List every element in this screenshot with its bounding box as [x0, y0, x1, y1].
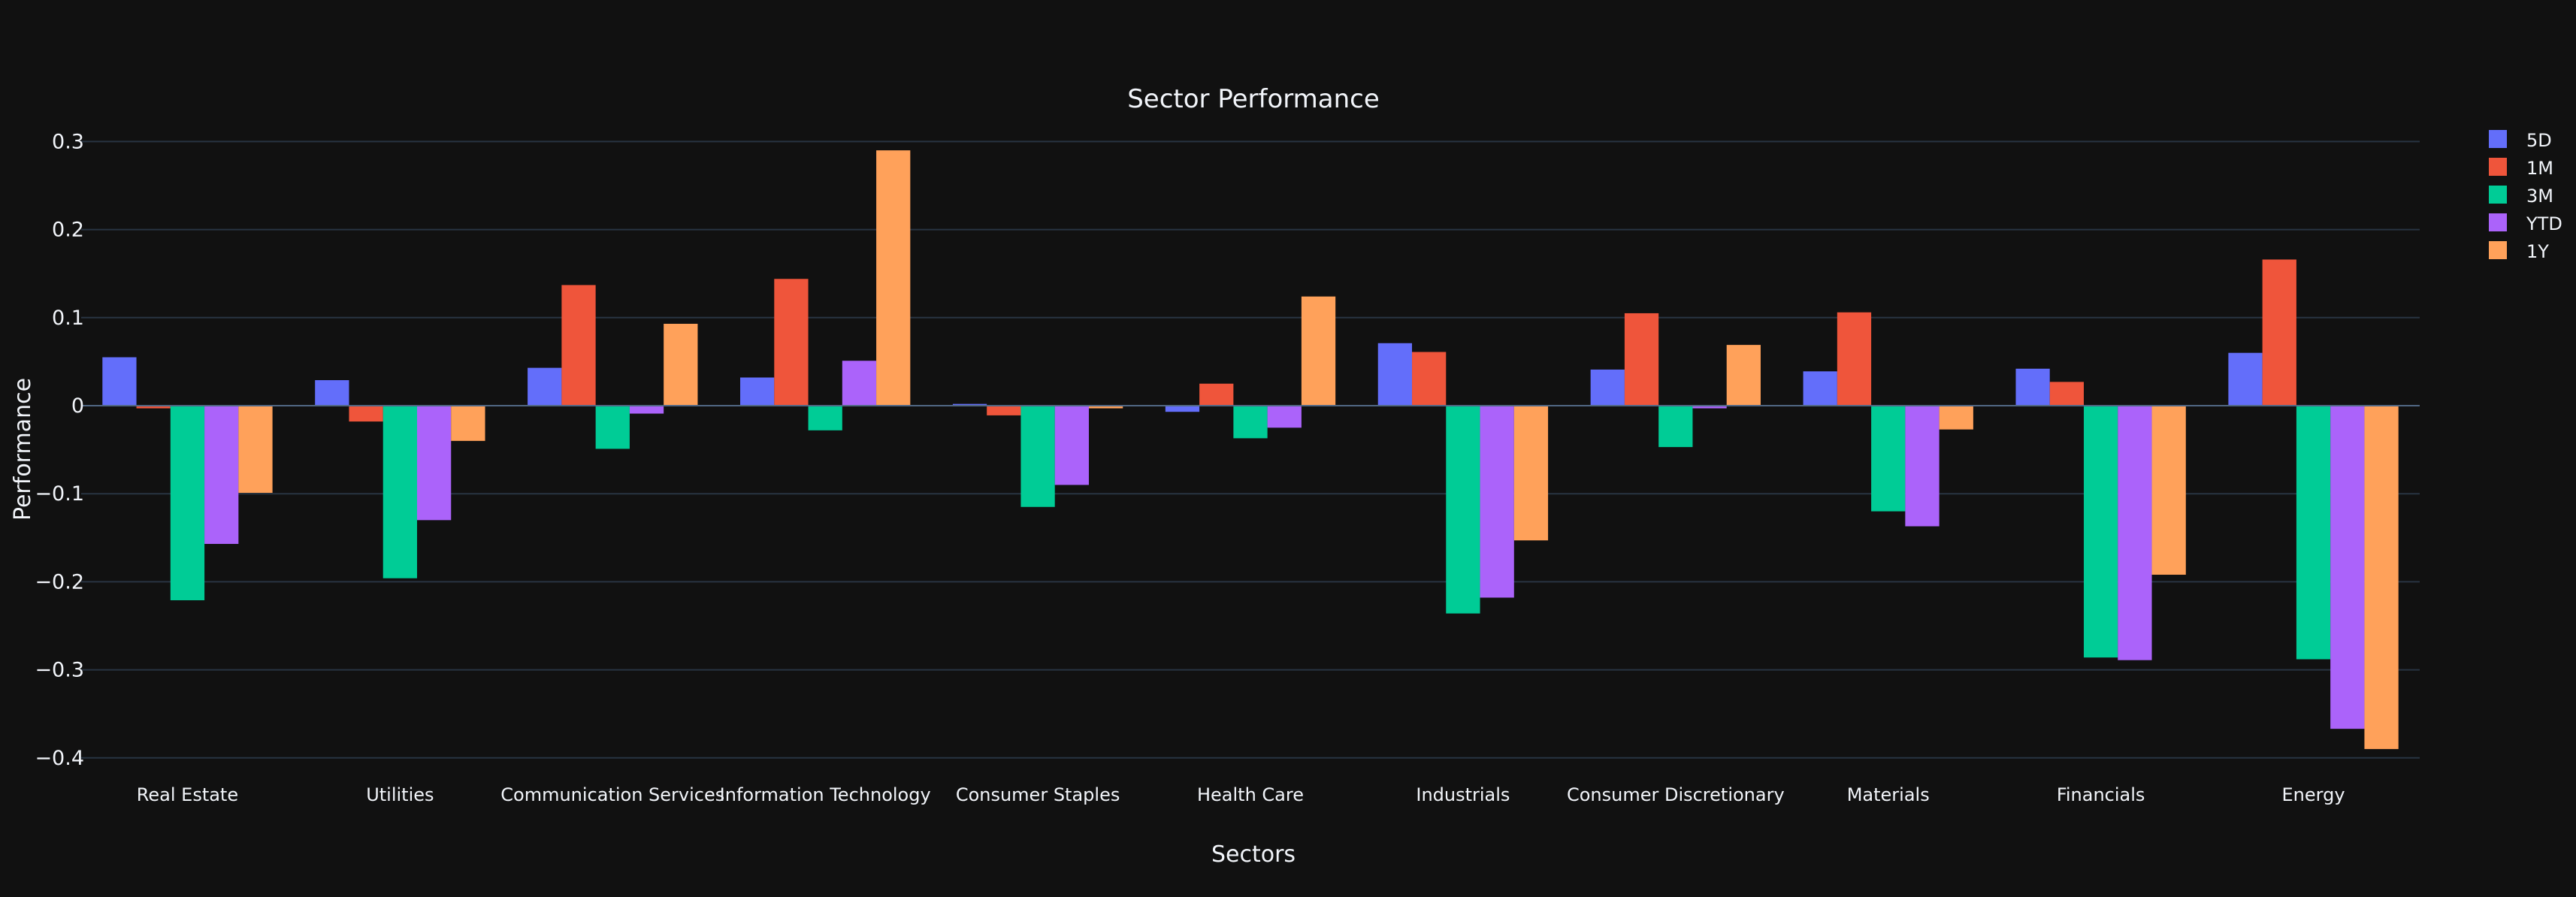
bar-1y-energy[interactable]	[2364, 406, 2399, 750]
x-tick-label: Consumer Staples	[956, 784, 1120, 805]
bar-1y-industrials[interactable]	[1513, 406, 1549, 541]
bar-ytd-utilities[interactable]	[416, 406, 452, 521]
bar-1m-real-estate[interactable]	[136, 406, 171, 409]
bar-3m-financials[interactable]	[2084, 406, 2118, 658]
x-tick-label: Real Estate	[137, 784, 238, 805]
bar-3m-energy[interactable]	[2296, 406, 2331, 660]
bar-5d-communication-services[interactable]	[528, 367, 562, 406]
bar-3m-communication-services[interactable]	[595, 406, 630, 449]
x-tick-label: Consumer Discretionary	[1567, 784, 1785, 805]
legend-label: 1Y	[2526, 241, 2549, 262]
bar-1m-consumer-discretionary[interactable]	[1624, 313, 1659, 406]
x-tick-label: Materials	[1847, 784, 1930, 805]
bar-3m-consumer-discretionary[interactable]	[1658, 406, 1693, 448]
bar-1y-consumer-discretionary[interactable]	[1726, 345, 1761, 406]
legend-item-1m[interactable]: 1M	[2489, 158, 2553, 179]
bar-1m-industrials[interactable]	[1412, 352, 1447, 406]
bar-ytd-communication-services[interactable]	[629, 406, 664, 414]
bar-ytd-health-care[interactable]	[1267, 406, 1302, 428]
bar-5d-real-estate[interactable]	[102, 357, 137, 406]
gridlines	[81, 140, 2420, 759]
bar-1m-materials[interactable]	[1837, 312, 1872, 406]
bar-1y-health-care[interactable]	[1301, 296, 1336, 406]
bar-1m-information-technology[interactable]	[774, 279, 809, 406]
bar-1y-information-technology[interactable]	[876, 150, 911, 406]
bar-1y-consumer-staples[interactable]	[1088, 406, 1123, 409]
bar-5d-materials[interactable]	[1803, 371, 1837, 406]
legend-swatch	[2489, 130, 2507, 148]
x-axis-ticks: Real Estate Utilities Communication Servic…	[137, 784, 2345, 805]
bar-1m-energy[interactable]	[2262, 259, 2296, 406]
y-tick-label: 0.2	[52, 219, 84, 242]
bar-5d-consumer-discretionary[interactable]	[1590, 369, 1625, 406]
legend-label: YTD	[2526, 213, 2562, 234]
legend-label: 1M	[2526, 158, 2553, 179]
bar-ytd-information-technology[interactable]	[842, 361, 877, 406]
x-tick-label: Financials	[2057, 784, 2145, 805]
legend-item-5d[interactable]: 5D	[2489, 130, 2552, 151]
x-tick-label: Utilities	[366, 784, 434, 805]
x-tick-label: Health Care	[1197, 784, 1304, 805]
bar-5d-industrials[interactable]	[1377, 343, 1413, 406]
y-tick-label: 0	[71, 394, 84, 418]
legend-swatch	[2489, 213, 2507, 231]
bar-5d-health-care[interactable]	[1165, 406, 1200, 412]
bar-3m-utilities[interactable]	[382, 406, 417, 578]
bar-3m-consumer-staples[interactable]	[1020, 406, 1055, 507]
legend-swatch	[2489, 241, 2507, 259]
bar-3m-industrials[interactable]	[1446, 406, 1480, 614]
y-tick-label: 0.3	[52, 130, 84, 153]
legend-item-ytd[interactable]: YTD	[2489, 213, 2562, 234]
y-axis-title: Performance	[10, 378, 36, 521]
legend-swatch	[2489, 158, 2507, 176]
x-tick-label: Communication Services	[500, 784, 724, 805]
bars	[102, 150, 2399, 750]
y-tick-label: −0.2	[35, 570, 84, 593]
bar-1m-financials[interactable]	[2049, 382, 2085, 406]
bar-1m-utilities[interactable]	[349, 406, 383, 422]
bar-1y-financials[interactable]	[2151, 406, 2186, 575]
bar-1y-materials[interactable]	[1939, 406, 1973, 430]
bar-ytd-consumer-discretionary[interactable]	[1692, 406, 1727, 409]
bar-5d-energy[interactable]	[2228, 352, 2263, 406]
x-axis-title: Sectors	[1211, 841, 1296, 868]
y-tick-label: 0.1	[52, 307, 84, 330]
y-axis-ticks: 0.3 0.2 0.1 0 −0.1 −0.2 −0.3 −0.4	[35, 130, 84, 769]
bar-5d-financials[interactable]	[2015, 368, 2050, 406]
bar-ytd-industrials[interactable]	[1480, 406, 1514, 598]
bar-3m-health-care[interactable]	[1233, 406, 1268, 439]
bar-3m-information-technology[interactable]	[808, 406, 842, 430]
x-tick-label: Energy	[2282, 784, 2345, 805]
bar-5d-utilities[interactable]	[315, 380, 349, 406]
y-tick-label: −0.4	[35, 747, 84, 770]
legend-label: 3M	[2526, 186, 2553, 207]
bar-ytd-financials[interactable]	[2118, 406, 2152, 660]
y-tick-label: −0.1	[35, 482, 84, 506]
bar-ytd-materials[interactable]	[1905, 406, 1940, 527]
bar-3m-materials[interactable]	[1871, 406, 1906, 512]
chart-title: Sector Performance	[1127, 84, 1380, 114]
x-tick-label: Industrials	[1416, 784, 1510, 805]
legend[interactable]: 5D 1M 3M YTD 1Y	[2489, 130, 2562, 262]
bar-ytd-real-estate[interactable]	[204, 406, 239, 545]
bar-1y-real-estate[interactable]	[238, 406, 273, 494]
bar-1y-utilities[interactable]	[451, 406, 485, 441]
bar-3m-real-estate[interactable]	[170, 406, 205, 601]
legend-swatch	[2489, 186, 2507, 204]
legend-item-1y[interactable]: 1Y	[2489, 241, 2549, 262]
x-tick-label: Information Technology	[720, 784, 931, 805]
bar-ytd-consumer-staples[interactable]	[1054, 406, 1089, 485]
bar-1y-communication-services[interactable]	[664, 324, 698, 406]
bar-5d-information-technology[interactable]	[740, 377, 775, 406]
legend-item-3m[interactable]: 3M	[2489, 186, 2553, 207]
bar-ytd-energy[interactable]	[2330, 406, 2365, 729]
bar-1m-consumer-staples[interactable]	[987, 406, 1021, 415]
bar-1m-health-care[interactable]	[1199, 383, 1234, 406]
y-tick-label: −0.3	[35, 659, 84, 682]
legend-label: 5D	[2526, 130, 2552, 151]
bar-1m-communication-services[interactable]	[561, 285, 596, 406]
bar-5d-consumer-staples[interactable]	[952, 403, 987, 406]
